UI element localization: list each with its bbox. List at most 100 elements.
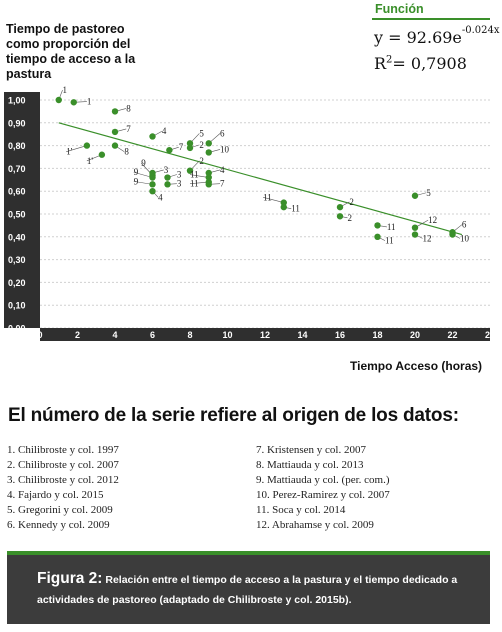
- y-tick-label: 0,50: [8, 210, 26, 220]
- point-label: 1: [87, 97, 92, 107]
- r2-superscript: 2: [386, 54, 393, 66]
- point-label: 1': [87, 156, 94, 166]
- reference-item: 4. Fajardo y col. 2015: [7, 488, 104, 501]
- point-label: 11: [385, 236, 394, 246]
- point-label: 3: [177, 170, 182, 180]
- x-tick-label: 20: [410, 330, 420, 340]
- label-leader: [133, 171, 153, 178]
- data-point: [111, 142, 119, 149]
- x-tick-label: 2: [75, 330, 80, 340]
- reference-list-right: 7. Kristensen y col. 2007 8. Mattiauda y…: [256, 443, 390, 532]
- y-tick-label: 0,00: [8, 324, 26, 334]
- point-label: 12: [428, 215, 437, 225]
- x-tick-label: 8: [187, 330, 192, 340]
- point-label: 11: [387, 222, 396, 232]
- section-heading: El número de la serie refiere al origen …: [8, 405, 459, 426]
- x-tick-label: 12: [260, 330, 270, 340]
- r2-base: R: [374, 54, 387, 73]
- data-point: [186, 144, 194, 152]
- data-point: [411, 192, 419, 199]
- point-label: 11: [190, 170, 199, 180]
- x-axis-bar: [40, 328, 490, 341]
- point-label: 2: [349, 197, 354, 207]
- point-label: 10: [220, 144, 230, 154]
- data-point: [205, 169, 212, 177]
- data-point: [149, 133, 156, 140]
- data-point: [111, 128, 119, 136]
- function-underline: [372, 18, 490, 20]
- x-tick-label: 14: [297, 330, 307, 340]
- data-point: [164, 174, 171, 181]
- x-axis-label: Tiempo Acceso (horas): [350, 359, 483, 373]
- data-point: [280, 203, 287, 211]
- data-point: [70, 99, 77, 106]
- reference-item: 10. Perez-Ramirez y col. 2007: [256, 488, 390, 501]
- point-label: 8: [124, 147, 129, 157]
- data-point: [149, 169, 156, 177]
- reference-item: 11. Soca y col. 2014: [256, 503, 346, 516]
- point-label: 6: [220, 128, 225, 138]
- point-label: 5: [426, 188, 431, 198]
- x-tick-label: 24: [485, 330, 495, 340]
- data-point: [55, 96, 62, 104]
- point-label: 9: [134, 176, 139, 186]
- y-tick-label: 0,90: [8, 118, 26, 128]
- function-title: Función: [375, 2, 424, 16]
- x-tick-label: 18: [372, 330, 382, 340]
- point-label: 2: [348, 213, 353, 223]
- y-tick-label: 0,60: [8, 187, 26, 197]
- data-point: [205, 181, 212, 188]
- x-tick-label: 0: [37, 330, 42, 340]
- point-label: 2: [199, 156, 204, 166]
- y-tick-label: 1,00: [8, 96, 26, 106]
- x-tick-label: 16: [335, 330, 345, 340]
- point-label: 11: [263, 192, 272, 202]
- y-tick-label: 0,10: [8, 301, 26, 311]
- point-label: 11: [190, 179, 199, 189]
- equation-exponent: -0.024x: [461, 24, 500, 36]
- point-label: 7: [126, 124, 131, 134]
- x-tick-label: 6: [150, 330, 155, 340]
- y-axis-label: Tiempo de pastoreo como proporción del t…: [6, 22, 136, 81]
- data-point: [411, 224, 419, 231]
- data-point: [205, 174, 212, 181]
- reference-item: 8. Mattiauda y col. 2013: [256, 458, 364, 471]
- reference-item: 9. Mattiauda y col. (per. com.): [256, 473, 390, 486]
- point-label: 3: [164, 165, 169, 175]
- y-tick-label: 0,40: [8, 232, 26, 242]
- point-label: 12: [423, 233, 432, 243]
- data-point: [336, 203, 344, 211]
- data-point: [98, 151, 106, 158]
- reference-item: 2. Chilibroste y col. 2007: [7, 458, 119, 471]
- y-tick-label: 0,20: [8, 278, 26, 288]
- figure-caption: Figura 2: Relación entre el tiempo de ac…: [7, 551, 490, 624]
- scatter-chart: 0,00 0,10 0,20 0,30 0,40 0,50 0,60 0,70 0,80 0,90…: [4, 85, 495, 341]
- point-label: 4: [220, 165, 225, 175]
- x-tick-label: 10: [222, 330, 232, 340]
- point-label: 3: [177, 179, 182, 189]
- caption-body: Relación entre el tiempo de acceso a la …: [37, 574, 458, 606]
- r-squared: R2= 0,7908: [374, 54, 467, 73]
- trend-line: [58, 122, 463, 236]
- data-point: [336, 213, 344, 220]
- label-leader: [263, 197, 284, 203]
- data-point: [164, 181, 171, 188]
- data-point: [449, 231, 456, 238]
- x-tick-label: 22: [447, 330, 457, 340]
- point-label: 11: [291, 204, 300, 214]
- data-point: [186, 140, 194, 147]
- data-point: [83, 142, 91, 149]
- y-tick-label: 0,70: [8, 164, 26, 174]
- reference-item: 7. Kristensen y col. 2007: [256, 444, 366, 456]
- data-point: [374, 222, 381, 229]
- data-point: [411, 231, 419, 238]
- point-label: 1': [66, 147, 73, 157]
- data-point: [166, 146, 173, 154]
- equation-main: y = 92.69e: [374, 28, 462, 47]
- label-leader: [66, 145, 87, 153]
- reference-item: 3. Chilibroste y col. 2012: [7, 473, 119, 486]
- reference-item: 1. Chilibroste y col. 1997: [7, 444, 119, 456]
- point-label: 7: [179, 142, 184, 152]
- point-label: 2: [199, 140, 204, 150]
- y-axis-bar: [4, 92, 40, 328]
